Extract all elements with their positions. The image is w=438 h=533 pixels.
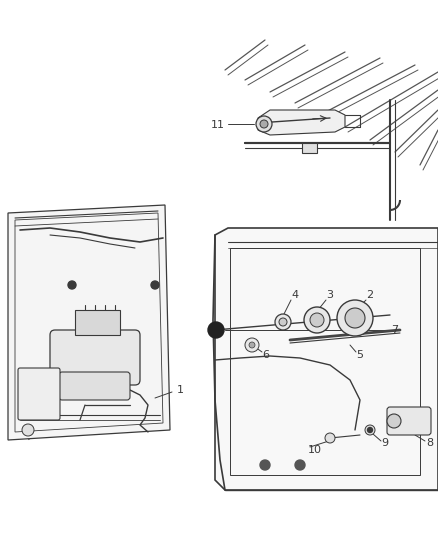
Circle shape: [337, 300, 373, 336]
Text: 5: 5: [357, 350, 364, 360]
Circle shape: [260, 460, 270, 470]
Text: 11: 11: [211, 120, 225, 130]
Circle shape: [367, 427, 372, 432]
Circle shape: [245, 338, 259, 352]
Polygon shape: [258, 110, 345, 135]
Circle shape: [387, 414, 401, 428]
Circle shape: [279, 318, 287, 326]
Circle shape: [22, 424, 34, 436]
FancyBboxPatch shape: [387, 407, 431, 435]
Polygon shape: [8, 205, 170, 440]
Text: 3: 3: [326, 290, 333, 300]
Text: 1: 1: [177, 385, 184, 395]
FancyBboxPatch shape: [302, 143, 317, 153]
Circle shape: [249, 342, 255, 348]
Text: 8: 8: [427, 438, 434, 448]
FancyBboxPatch shape: [59, 372, 130, 400]
Text: 6: 6: [262, 350, 269, 360]
Circle shape: [295, 460, 305, 470]
Circle shape: [310, 313, 324, 327]
Polygon shape: [215, 228, 438, 490]
FancyBboxPatch shape: [75, 310, 120, 335]
Text: 2: 2: [367, 290, 374, 300]
Text: 9: 9: [381, 438, 389, 448]
Text: 4: 4: [291, 290, 299, 300]
Circle shape: [256, 116, 272, 132]
Circle shape: [325, 433, 335, 443]
FancyBboxPatch shape: [18, 368, 60, 420]
Circle shape: [365, 425, 375, 435]
Circle shape: [260, 120, 268, 128]
Circle shape: [208, 322, 224, 338]
Circle shape: [151, 281, 159, 289]
Circle shape: [68, 281, 76, 289]
Circle shape: [275, 314, 291, 330]
Text: 7: 7: [392, 325, 399, 335]
FancyBboxPatch shape: [50, 330, 140, 385]
Circle shape: [304, 307, 330, 333]
Text: 10: 10: [308, 445, 322, 455]
Circle shape: [345, 308, 365, 328]
